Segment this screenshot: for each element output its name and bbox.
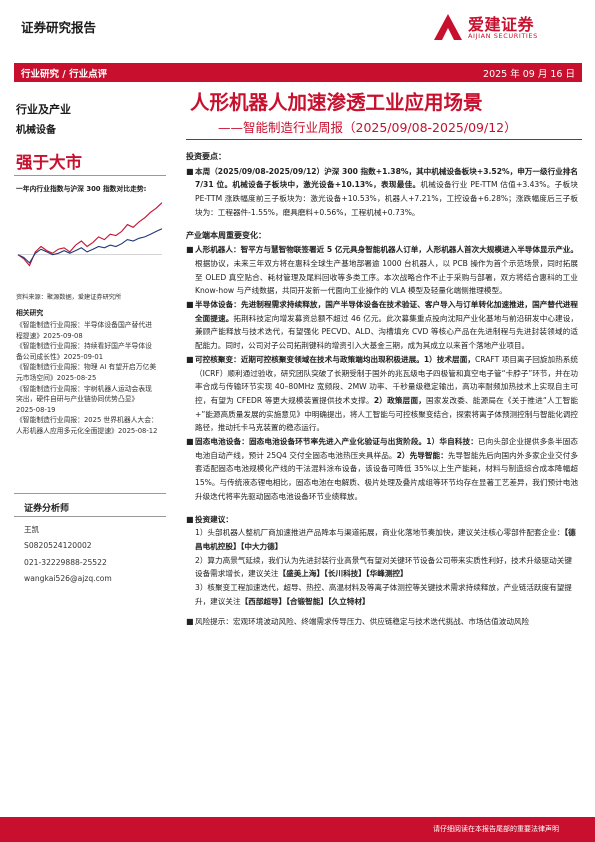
divider xyxy=(14,175,166,176)
footer-disclaimer: 请仔细阅读在本报告尾部的重要法律声明 xyxy=(433,825,559,833)
related-research-line: 2025-08-19 xyxy=(16,405,56,414)
advice-item-1: 1）头部机器人整机厂商加速推进产品降本与渠道拓展，商业化落地节奏加快，建议关注核… xyxy=(195,528,576,551)
title-rule xyxy=(186,139,582,140)
footer-bar: 请仔细阅读在本报告尾部的重要法律声明 xyxy=(0,817,595,842)
report-body: 投资要点： ■ 本周（2025/09/08-2025/09/12）沪深 300 指… xyxy=(186,150,578,628)
bullet-icon: ■ xyxy=(186,514,194,524)
report-title: 人形机器人加速渗透工业应用场景 xyxy=(190,91,483,114)
chart-series-line-1 xyxy=(17,228,163,264)
related-research-line: 《智能制造行业周报：物理 AI 有望开启万亿美 xyxy=(16,363,157,372)
advice-item-3: 3）核聚变工程加速迭代，超导、热控、高温材料及等离子体测控等关键技术需求持续释放… xyxy=(195,583,572,606)
bullet-icon: ■ xyxy=(186,354,194,364)
investment-advice-heading: ■ 投资建议： xyxy=(186,513,578,527)
bullet-icon: ■ xyxy=(186,166,194,176)
investment-points-heading: 投资要点： xyxy=(186,152,226,161)
related-research-heading: 相关研究 xyxy=(16,309,44,317)
chart-series-line-0 xyxy=(17,202,163,267)
analyst-license: S0820524120002 xyxy=(24,541,92,551)
related-research-line: 备公司成长性》2025-09-01 xyxy=(16,352,104,361)
brand-logo: 爱建证券 AIJIAN SECURITIES xyxy=(432,11,582,45)
analyst-phone: 021-32229888-25522 xyxy=(24,557,107,567)
bullet-icon: ■ xyxy=(186,300,194,310)
category-bar: 行业研究 / 行业点评 2025 年 09 月 16 日 xyxy=(14,63,582,82)
related-research-line: 人形机器人应用多元化全面提速》2025-08-12 xyxy=(16,426,158,435)
analyst-heading: 证券分析师 xyxy=(24,504,70,514)
rating: 强于大市 xyxy=(16,153,82,172)
bullet-icon: ■ xyxy=(186,245,194,255)
related-research-line: 《智能制造行业周报：半导体设备国产替代进 xyxy=(16,321,152,329)
risk-warning: ■ 风险提示：宏观环境波动风险、终端需求传导压力、供应链稳定与技术迭代挑战、市场估… xyxy=(186,615,578,629)
related-research-line: 《智能制造行业周报：宇树机器人运动会表现 xyxy=(16,384,152,393)
report-type-label: 证券研究报告 xyxy=(21,20,97,35)
news-item-robots: ■ 人形机器人：智平方与慧智物联签署近 5 亿元具身智能机器人订单，人形机器人首次… xyxy=(186,245,578,296)
chart-title: 一年内行业指数与沪深 300 指数对比走势: xyxy=(16,185,147,193)
analyst-name: 王凯 xyxy=(24,525,40,534)
logo-name: 爱建证券 xyxy=(468,15,535,34)
category-label: 行业研究 / 行业点评 xyxy=(21,69,108,80)
industry-label: 行业及产业 xyxy=(16,103,71,116)
related-research-list: 《智能制造行业周报：半导体设备国产替代进 程提速》2025-09-08 《智能制造行… xyxy=(16,320,174,437)
report-date: 2025 年 09 月 16 日 xyxy=(483,69,575,80)
analyst-info: 王凯 S0820524120002 021-32229888-25522 wan… xyxy=(24,522,112,588)
related-research-line: 元市场空间》2025-08-25 xyxy=(16,373,97,382)
report-subtitle: ——智能制造行业周报（2025/09/08-2025/09/12） xyxy=(218,120,517,135)
divider xyxy=(14,516,166,517)
industry-name: 机械设备 xyxy=(16,125,56,136)
analyst-email[interactable]: wangkai526@ajzq.com xyxy=(24,574,112,584)
advice-item-2: 2）算力高景气延续，我们认为先进封装行业高景气有望对关键环节设备公司带来实质性利… xyxy=(195,555,572,579)
bullet-icon: ■ xyxy=(186,616,194,626)
market-summary-item: ■ 本周（2025/09/08-2025/09/12）沪深 300 指数+1.38… xyxy=(186,166,578,217)
divider xyxy=(14,493,166,494)
chart-source: 资料来源：聚源数据，爱建证券研究所 xyxy=(16,294,122,301)
related-research-line: 《智能制造行业周报：持续看好国产半导体设 xyxy=(16,342,152,351)
logo-subtitle: AIJIAN SECURITIES xyxy=(468,32,538,40)
industry-news-heading: 产业端本周重要变化： xyxy=(186,230,266,240)
related-research-line: 突出，硬件自研与产业链协同优势凸显》 xyxy=(16,395,139,404)
related-research-line: 《智能制造行业周报：2025 世界机器人大会： xyxy=(16,416,158,425)
bullet-icon: ■ xyxy=(186,437,194,447)
index-comparison-chart xyxy=(17,202,163,267)
related-research-line: 程提速》2025-09-08 xyxy=(16,331,83,340)
news-item-semiconductor: ■ 半导体设备：先进制程需求持续释放，国产半导体设备在技术验证、客户导入与订单转化… xyxy=(186,300,578,351)
news-item-fusion: ■ 可控核聚变：近期可控核聚变领域在技术与政策端均出现积极进展。1）技术层面，CR… xyxy=(186,354,578,433)
news-item-solid-state-battery: ■ 固态电池设备：固态电池设备环节率先进入产业化验证与出货阶段。1）华自科技：已向… xyxy=(186,437,579,501)
logo-mark-icon xyxy=(434,14,462,40)
